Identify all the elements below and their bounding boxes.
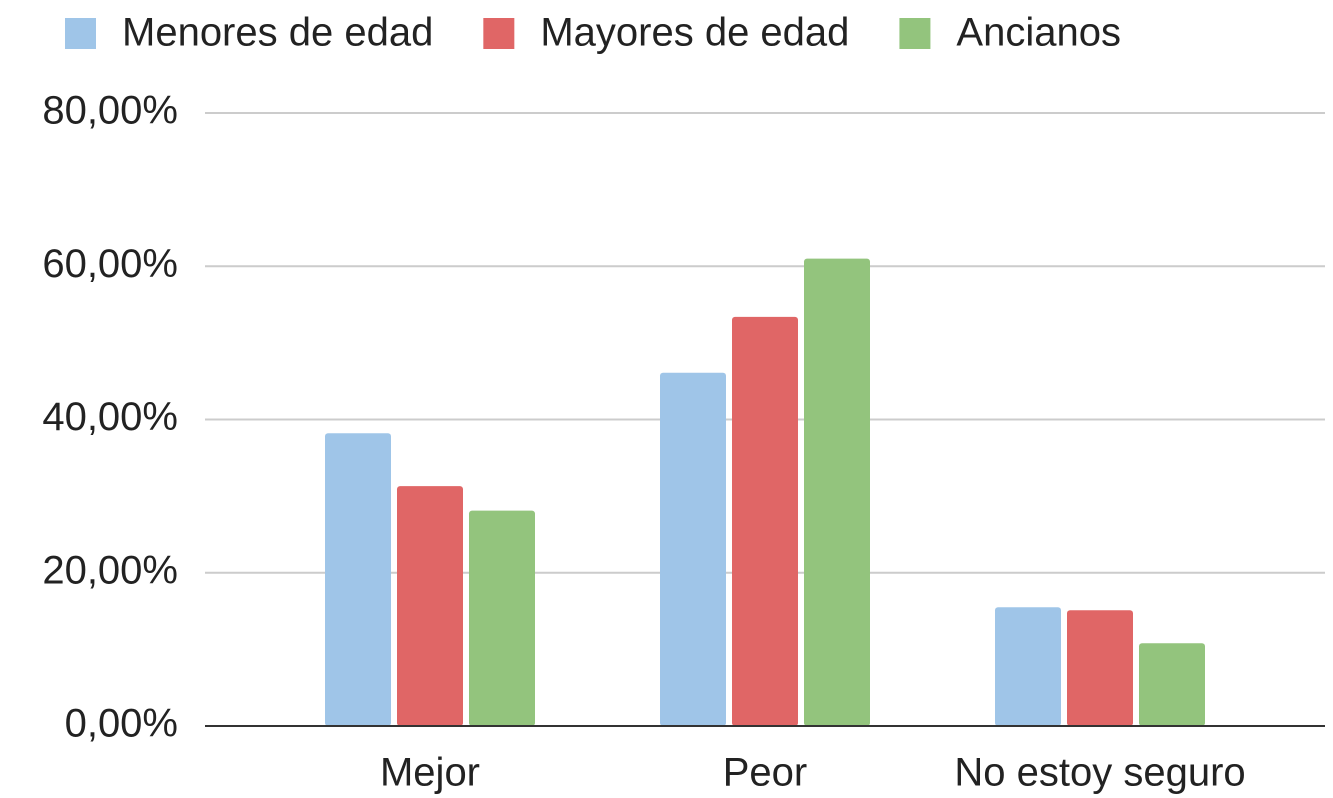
- bar: [732, 316, 798, 726]
- bar: [469, 510, 535, 726]
- legend-swatch: [65, 18, 96, 49]
- legend-swatch: [899, 18, 931, 49]
- legend-swatch: [483, 18, 515, 49]
- bar: [1067, 610, 1133, 726]
- y-tick-label: 40,00%: [42, 395, 178, 439]
- y-tick-label: 80,00%: [42, 89, 178, 133]
- legend-label: Mayores de edad: [540, 11, 849, 55]
- y-tick-label: 60,00%: [42, 242, 178, 286]
- bar: [397, 486, 463, 726]
- bar: [1139, 643, 1205, 726]
- y-tick-label: 0,00%: [65, 702, 178, 746]
- legend-label: Menores de edad: [122, 11, 433, 55]
- bar: [325, 433, 391, 726]
- legend-label: Ancianos: [956, 11, 1121, 55]
- bar: [660, 372, 726, 726]
- x-tick-label: Peor: [723, 751, 808, 795]
- x-tick-label: Mejor: [380, 751, 480, 795]
- x-tick-label: No estoy seguro: [954, 751, 1245, 795]
- bar: [995, 607, 1061, 726]
- y-tick-label: 20,00%: [42, 548, 178, 592]
- bar: [804, 258, 870, 726]
